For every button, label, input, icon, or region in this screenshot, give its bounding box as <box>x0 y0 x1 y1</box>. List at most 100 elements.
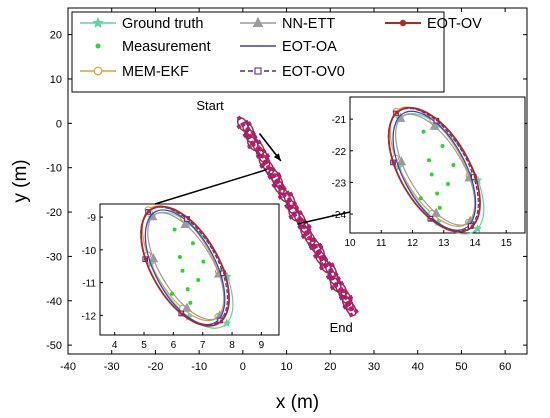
inset-measurement-point <box>437 205 442 210</box>
inset-x-tick-label: 4 <box>112 340 118 351</box>
x-tick-label: -30 <box>104 361 120 373</box>
x-tick-label: 60 <box>499 361 511 373</box>
inset-x-tick-label: 12 <box>407 238 419 249</box>
inset-measurement-point <box>180 268 185 273</box>
cluster-marker-center <box>348 306 354 312</box>
x-tick-label: -40 <box>60 361 76 373</box>
track-cluster <box>325 268 341 288</box>
x-tick-label: 30 <box>368 361 380 373</box>
inset-measurement-point <box>435 191 440 196</box>
cluster-marker-eot-ov0 <box>257 146 263 152</box>
x-tick-label: -10 <box>191 361 207 373</box>
cluster-marker-eot-ov0 <box>339 280 345 286</box>
cluster-marker-eot-ov0 <box>236 124 242 130</box>
marker-triangle <box>182 302 192 312</box>
inset-measurement-point <box>426 158 431 163</box>
cluster-marker-eot-ov0 <box>333 283 339 289</box>
legend-item-mem-ekf: MEM-EKF <box>80 64 189 80</box>
marker-dot-eot-ov <box>391 160 396 165</box>
legend-item-eot-ov: EOT-OV <box>385 16 482 32</box>
inset-y-tick-label: -10 <box>82 246 97 257</box>
cluster-marker-eot-ov0 <box>250 141 256 147</box>
inset-ellipse-eot-oa <box>144 209 226 326</box>
cluster-marker-eot-ov0 <box>348 312 354 318</box>
marker-triangle <box>148 252 159 263</box>
legend-item-eot-oa: EOT-OA <box>240 39 337 55</box>
inset-measurement-point <box>451 162 456 167</box>
inset-x-tick-label: 7 <box>200 340 206 351</box>
cluster-marker-eot-ov0 <box>236 115 242 121</box>
cluster-marker-eot-ov0 <box>323 263 329 269</box>
cluster-marker-eot-ov0 <box>242 132 248 138</box>
cluster-ellipse-eot-ov <box>335 281 348 297</box>
cluster-marker-eot-ov0 <box>287 205 293 211</box>
inset-y-tick-label: -24 <box>332 210 347 221</box>
inset-x-tick-label: 8 <box>229 340 235 351</box>
x-tick-label: 0 <box>240 361 246 373</box>
inset-x-tick-label: 6 <box>171 340 177 351</box>
inset-x-tick-label: 9 <box>259 340 265 351</box>
legend-label: NN-ETT <box>282 16 335 32</box>
cluster-marker-eot-ov0 <box>240 122 246 128</box>
marker-triangle <box>180 218 191 228</box>
x-tick-label: 20 <box>324 361 336 373</box>
inset-measurement-point <box>185 287 190 292</box>
y-tick-label: -30 <box>46 251 62 263</box>
cluster-marker-eot-ov0 <box>275 177 281 183</box>
marker-triangle <box>431 207 442 217</box>
cluster-marker-eot-ov0 <box>246 144 253 150</box>
inset-measurement-point <box>201 259 206 264</box>
cluster-marker-eot-ov0 <box>340 295 346 301</box>
x-axis-label: x (m) <box>276 392 319 413</box>
direction-arrow-head <box>273 153 281 162</box>
marker-dot-eot-ov <box>394 111 399 115</box>
inset-measurement-point <box>445 182 450 187</box>
cluster-marker-eot-ov0 <box>329 262 335 268</box>
cluster-marker-eot-ov0 <box>292 212 298 218</box>
inset-connector <box>297 211 351 225</box>
cluster-marker-eot-ov0 <box>287 197 293 203</box>
cluster-marker-eot-ov0 <box>281 192 287 198</box>
marker-dot <box>399 19 407 27</box>
cluster-marker-eot-ov0 <box>271 182 277 188</box>
inset-measurement-point <box>177 255 182 260</box>
cluster-marker-eot-ov0 <box>257 154 263 160</box>
marker-dot-eot-ov <box>143 257 148 261</box>
marker-square <box>254 67 262 75</box>
marker-dot-eot-ov <box>473 175 478 179</box>
inset-y-tick-label: -21 <box>332 115 347 126</box>
y-tick-label: 0 <box>56 118 62 130</box>
marker-dot-eot-ov <box>222 271 227 275</box>
cluster-marker-eot-ov0 <box>246 121 252 127</box>
marker-dot <box>95 43 101 49</box>
cluster-marker-eot-ov0 <box>277 186 283 192</box>
track-cluster <box>343 299 359 318</box>
cluster-marker-eot-ov0 <box>310 237 316 243</box>
inset-x-tick-label: 14 <box>469 238 481 249</box>
marker-dot-eot-ov <box>147 209 151 214</box>
marker-triangle <box>429 120 440 130</box>
inset-layer: 4 5 6 7 8 9 -9 -10 -11 -12 10 11 12 13 14 15 -21 -22 -23 -2… <box>82 96 526 351</box>
cluster-marker-eot-ov0 <box>245 126 251 132</box>
inset-y-tick-label: -22 <box>332 147 347 158</box>
annotation-start: Start <box>196 98 224 113</box>
y-tick-label: -10 <box>46 163 62 175</box>
cluster-marker-eot-ov0 <box>288 191 294 197</box>
cluster-marker-eot-ov0 <box>276 173 282 179</box>
cluster-marker-eot-ov0 <box>301 232 307 238</box>
cluster-marker-eot-ov0 <box>318 244 324 250</box>
marker-star <box>222 318 232 328</box>
inset-bottom-left: 4 5 6 7 8 9 -9 -10 -11 -12 <box>82 203 280 351</box>
trajectory-layer <box>236 115 359 318</box>
inset-ellipse-eot-ov <box>140 205 230 327</box>
cluster-marker-eot-ov0 <box>298 224 304 230</box>
track-cluster <box>312 248 329 267</box>
cluster-marker-eot-ov0 <box>299 217 305 223</box>
inset-measurement-point <box>440 143 445 148</box>
inset-top-right: 10 11 12 13 14 15 -21 -22 -23 -24 <box>332 96 526 249</box>
cluster-ellipse-eot-ov <box>294 211 306 226</box>
inset-x-tick-label: 10 <box>344 238 356 249</box>
inset-x-tick-label: 13 <box>438 238 450 249</box>
legend-label: MEM-EKF <box>122 64 189 80</box>
